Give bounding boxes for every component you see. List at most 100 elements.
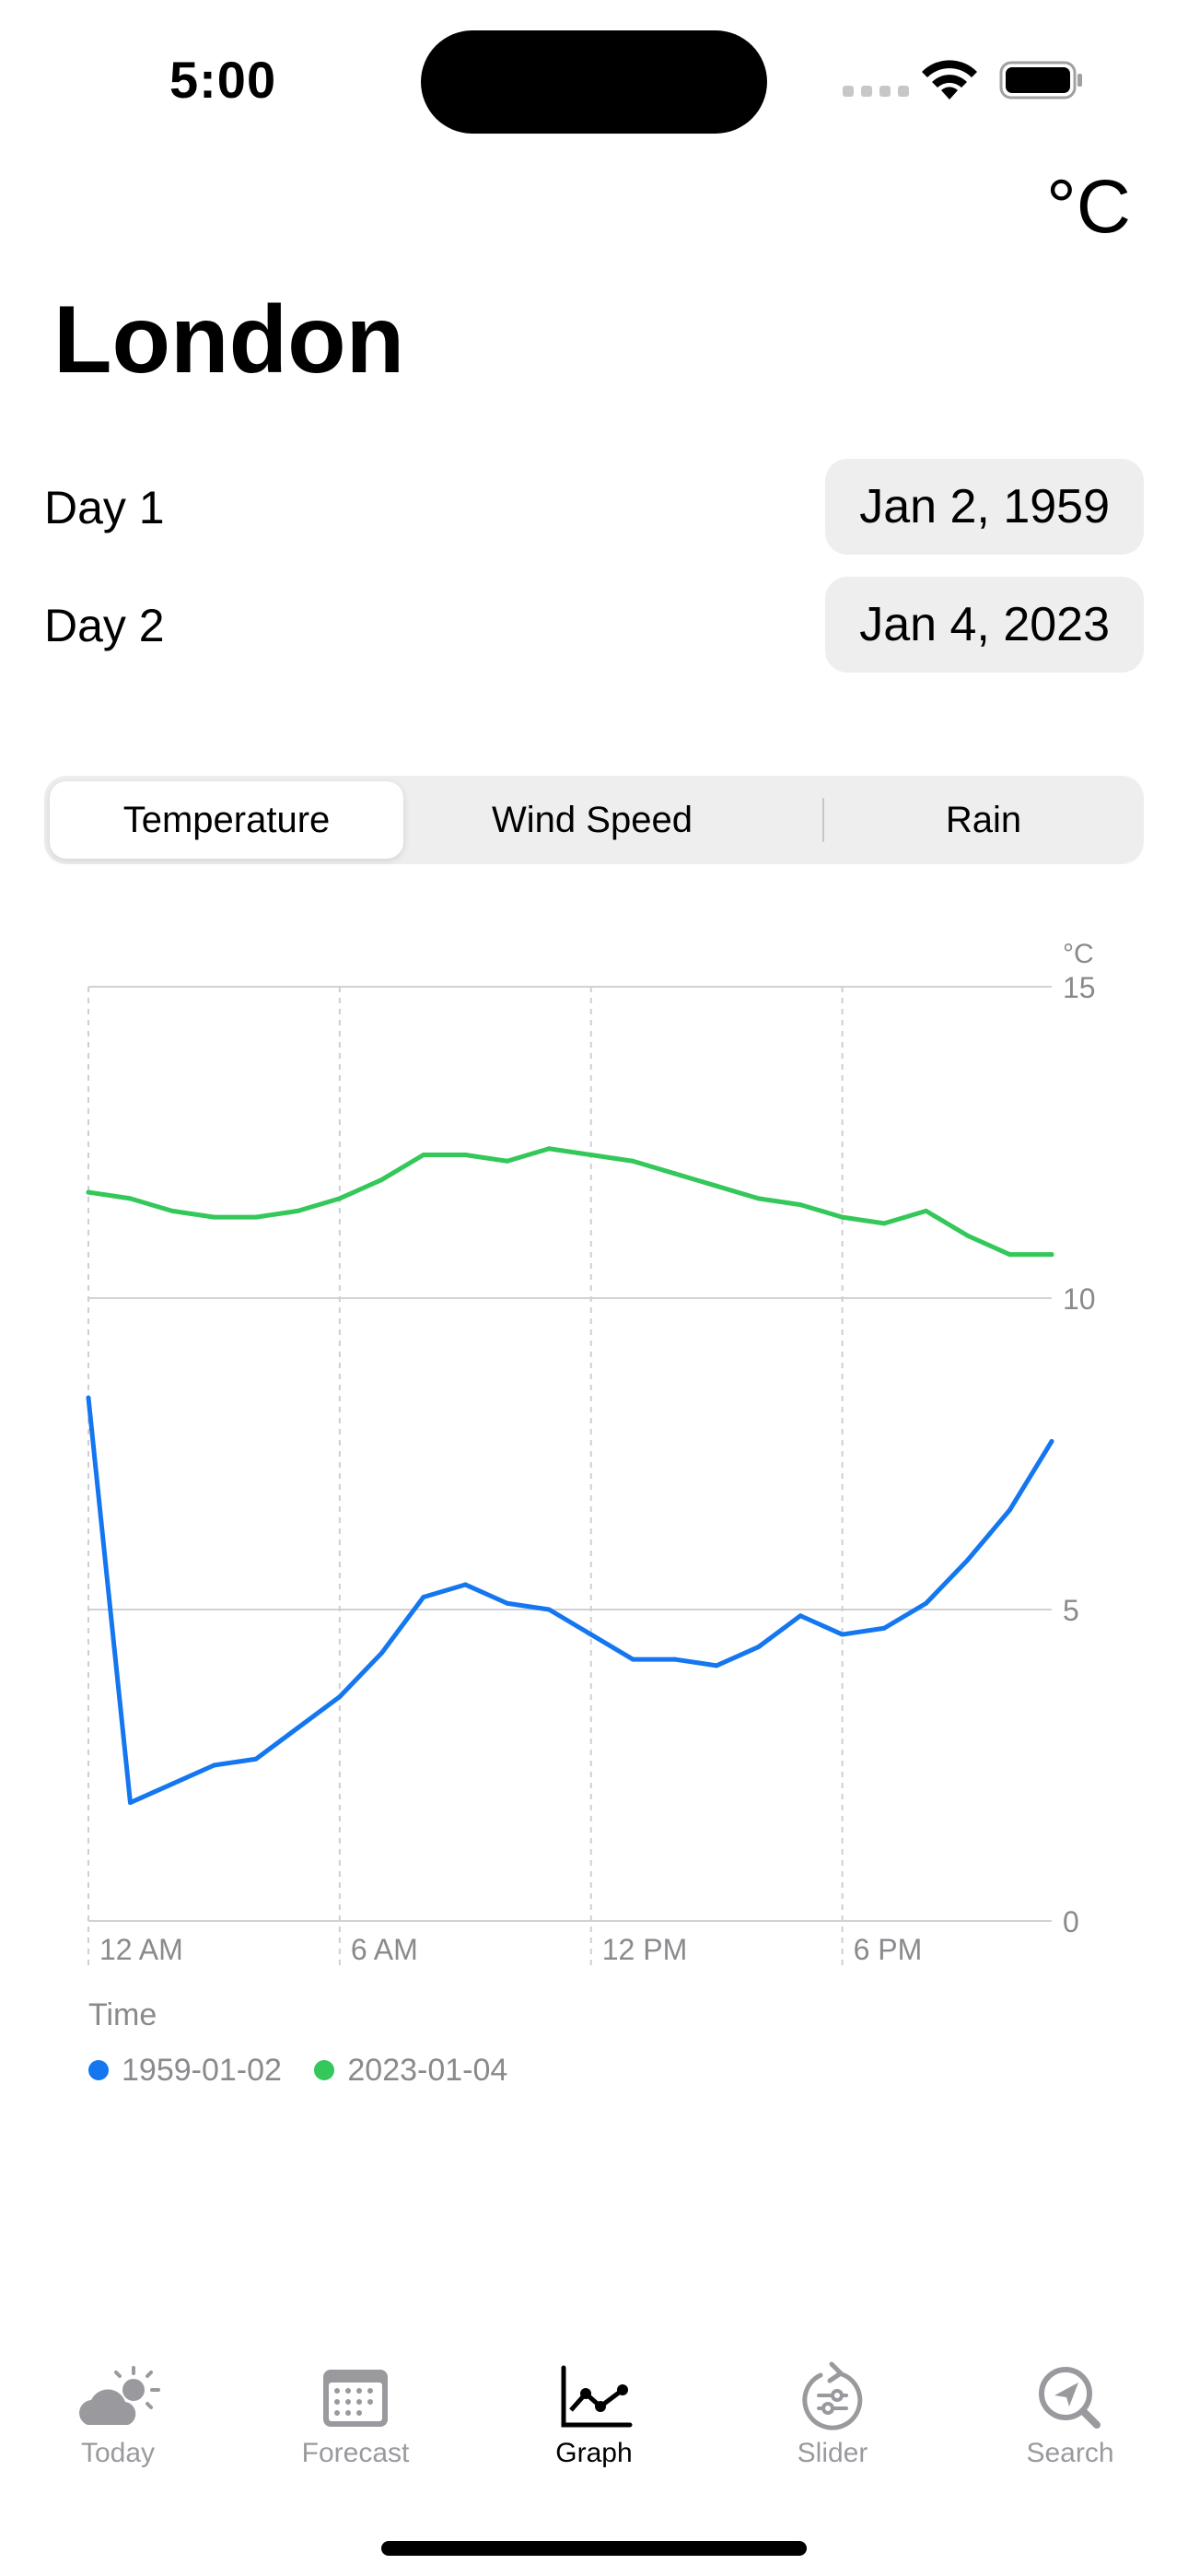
data-point-2023-01-04 <box>295 1208 300 1213</box>
data-point-1959-01-02 <box>86 1395 91 1400</box>
data-point-1959-01-02 <box>924 1600 929 1606</box>
data-point-1959-01-02 <box>253 1756 259 1762</box>
legend-dot-2023 <box>314 2060 335 2081</box>
data-point-2023-01-04 <box>421 1153 426 1158</box>
segment-rain[interactable]: Rain <box>945 800 1022 840</box>
chart-legend: 1959-01-02 2023-01-04 <box>88 2053 531 2090</box>
legend-label-1959: 1959-01-02 <box>122 2053 282 2088</box>
data-point-2023-01-04 <box>588 1153 594 1158</box>
home-indicator <box>381 2541 807 2556</box>
y-unit-label: °C <box>1063 939 1094 969</box>
tab-slider[interactable]: Slider <box>722 2359 943 2497</box>
data-point-1959-01-02 <box>1007 1507 1013 1513</box>
data-point-1959-01-02 <box>1049 1438 1054 1444</box>
legend-dot-1959 <box>88 2060 109 2081</box>
data-point-2023-01-04 <box>1049 1252 1054 1258</box>
data-point-1959-01-02 <box>421 1594 426 1599</box>
tab-search[interactable]: Search <box>960 2359 1181 2497</box>
data-point-2023-01-04 <box>462 1153 468 1158</box>
data-point-2023-01-04 <box>86 1189 91 1195</box>
tab-bar: Today Forecast Graph S <box>0 2359 1188 2497</box>
data-point-2023-01-04 <box>337 1196 343 1201</box>
wifi-icon <box>922 60 977 100</box>
battery-icon <box>999 61 1082 100</box>
data-point-1959-01-02 <box>546 1607 552 1612</box>
y-tick-label: 5 <box>1063 1594 1079 1627</box>
x-tick-label: 12 PM <box>602 1933 687 1966</box>
cellular-signal-icon <box>843 86 909 99</box>
data-point-2023-01-04 <box>672 1171 678 1177</box>
temperature-line-chart: 0 5 10 15°C 12 AM 6 AM 12 PM 6 PM <box>86 939 1096 1967</box>
legend-label-2023: 2023-01-04 <box>347 2053 508 2088</box>
data-point-1959-01-02 <box>295 1725 300 1730</box>
status-bar: 5:00 <box>0 0 1188 157</box>
data-point-1959-01-02 <box>127 1800 133 1806</box>
calendar-icon <box>323 2370 388 2427</box>
day-2-label: Day 2 <box>44 600 165 651</box>
tab-forecast[interactable]: Forecast <box>245 2359 466 2497</box>
data-point-2023-01-04 <box>840 1214 845 1220</box>
data-point-1959-01-02 <box>211 1762 216 1768</box>
data-point-2023-01-04 <box>630 1158 635 1164</box>
day-1-date-picker[interactable]: Jan 2, 1959 <box>825 459 1144 555</box>
day-2-row: Day 2 Jan 4, 2023 <box>44 577 1144 673</box>
y-tick-label: 15 <box>1063 971 1096 1004</box>
data-point-1959-01-02 <box>379 1650 384 1656</box>
data-point-2023-01-04 <box>798 1202 803 1208</box>
data-point-2023-01-04 <box>127 1196 133 1201</box>
x-tick-label: 6 AM <box>351 1933 418 1966</box>
data-point-1959-01-02 <box>337 1694 343 1700</box>
data-point-1959-01-02 <box>756 1645 762 1650</box>
segment-wind-speed[interactable]: Wind Speed <box>492 800 693 840</box>
data-point-2023-01-04 <box>546 1146 552 1152</box>
y-tick-label: 0 <box>1063 1905 1079 1938</box>
data-point-1959-01-02 <box>588 1632 594 1637</box>
x-tick-label: 6 PM <box>854 1933 923 1966</box>
data-point-2023-01-04 <box>211 1214 216 1220</box>
data-point-2023-01-04 <box>169 1208 175 1213</box>
status-time: 5:00 <box>169 51 277 109</box>
legend-item-1959: 1959-01-02 <box>88 2053 282 2089</box>
data-point-1959-01-02 <box>714 1663 719 1669</box>
y-tick-label: 10 <box>1063 1282 1096 1316</box>
data-point-2023-01-04 <box>714 1183 719 1188</box>
data-point-1959-01-02 <box>798 1613 803 1619</box>
data-point-2023-01-04 <box>924 1208 929 1213</box>
data-point-1959-01-02 <box>840 1632 845 1637</box>
data-point-1959-01-02 <box>881 1625 887 1631</box>
data-point-2023-01-04 <box>379 1177 384 1183</box>
tab-today-label: Today <box>80 2438 156 2468</box>
tab-forecast-label: Forecast <box>301 2438 410 2468</box>
data-point-1959-01-02 <box>505 1600 510 1606</box>
data-point-2023-01-04 <box>505 1158 510 1164</box>
city-title: London <box>53 287 405 393</box>
x-axis-title: Time <box>88 1997 157 2032</box>
unit-toggle-button[interactable]: °C <box>1045 165 1131 249</box>
tab-graph[interactable]: Graph <box>483 2359 705 2497</box>
series-line-2023-01-04 <box>86 1146 1054 1258</box>
segment-divider <box>822 798 824 842</box>
tab-today[interactable]: Today <box>7 2359 228 2497</box>
data-point-2023-01-04 <box>965 1233 971 1238</box>
legend-item-2023: 2023-01-04 <box>314 2053 507 2089</box>
day-1-label: Day 1 <box>44 482 165 533</box>
day-2-date-picker[interactable]: Jan 4, 2023 <box>825 577 1144 673</box>
segment-temperature[interactable]: Temperature <box>50 781 403 859</box>
metric-segmented-control: Temperature Wind Speed Rain <box>44 776 1144 864</box>
data-point-1959-01-02 <box>169 1781 175 1786</box>
data-point-1959-01-02 <box>462 1582 468 1587</box>
day-1-row: Day 1 Jan 2, 1959 <box>44 459 1144 555</box>
data-point-2023-01-04 <box>253 1214 259 1220</box>
series-line-1959-01-02 <box>86 1395 1054 1806</box>
tab-search-label: Search <box>1026 2438 1114 2468</box>
cloud-sun-icon <box>79 2366 160 2425</box>
data-point-1959-01-02 <box>630 1657 635 1662</box>
data-point-2023-01-04 <box>881 1221 887 1226</box>
tab-slider-label: Slider <box>797 2438 868 2468</box>
data-point-1959-01-02 <box>672 1657 678 1662</box>
search-location-icon <box>1039 2367 1101 2429</box>
chart-icon <box>561 2365 633 2428</box>
x-tick-label: 12 AM <box>99 1933 183 1966</box>
data-point-1959-01-02 <box>965 1557 971 1563</box>
dynamic-island <box>421 30 767 134</box>
